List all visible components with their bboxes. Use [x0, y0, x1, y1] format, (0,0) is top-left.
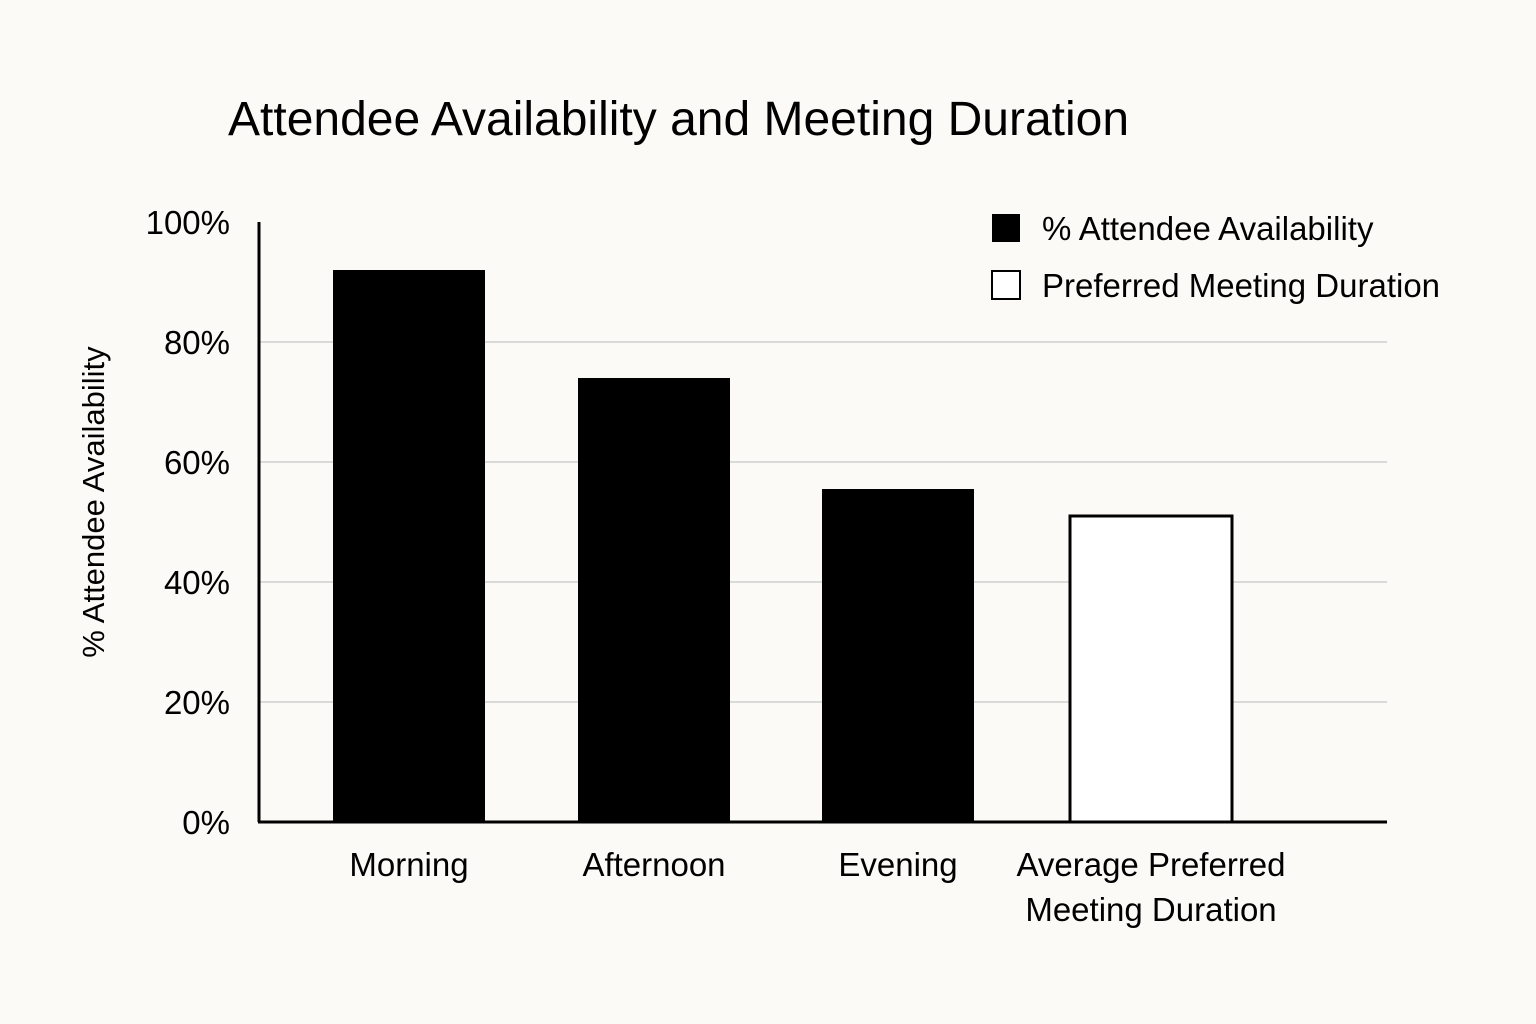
y-tick-label: 20%	[164, 684, 230, 721]
x-category-label: Meeting Duration	[1025, 891, 1276, 928]
y-tick-label: 60%	[164, 444, 230, 481]
x-category-label: Average Preferred	[1016, 846, 1285, 883]
bar	[1068, 514, 1234, 824]
x-category-label: Evening	[838, 846, 957, 883]
y-axis-label: % Attendee Availability	[76, 346, 111, 658]
legend-label: % Attendee Availability	[1042, 210, 1374, 247]
legend-swatch	[992, 214, 1020, 242]
y-tick-label: 80%	[164, 324, 230, 361]
chart-title: Attendee Availability and Meeting Durati…	[228, 93, 1129, 146]
y-tick-label: 40%	[164, 564, 230, 601]
bar	[333, 270, 485, 822]
legend-label: Preferred Meeting Duration	[1042, 267, 1440, 304]
y-tick-label: 100%	[146, 204, 230, 241]
x-category-labels: Morning Afternoon Evening Average Preferred…	[349, 846, 1285, 928]
bar	[578, 378, 730, 822]
x-category-label: Afternoon	[582, 846, 725, 883]
legend-swatch	[991, 270, 1021, 300]
bars	[333, 270, 1234, 824]
legend: % Attendee Availability Preferred Meeting…	[991, 210, 1440, 304]
bar	[822, 489, 974, 822]
y-tick-label: 0%	[182, 804, 230, 841]
y-tick-labels: 0% 20% 40% 60% 80% 100%	[146, 204, 230, 841]
x-category-label: Morning	[349, 846, 468, 883]
